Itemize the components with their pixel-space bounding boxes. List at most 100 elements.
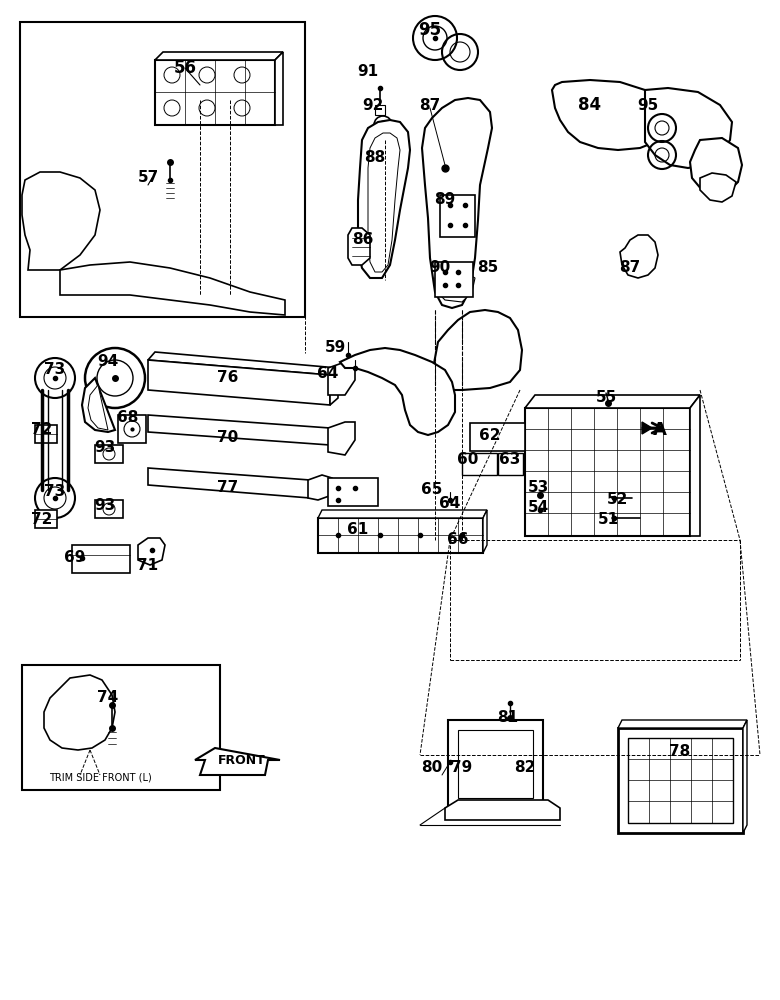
Polygon shape <box>422 98 492 308</box>
Polygon shape <box>368 133 400 272</box>
Text: 73: 73 <box>44 485 66 499</box>
Text: 55: 55 <box>595 390 617 406</box>
Text: 92: 92 <box>363 98 384 112</box>
Polygon shape <box>195 748 280 775</box>
Polygon shape <box>690 395 700 536</box>
Text: 54: 54 <box>527 500 548 516</box>
Polygon shape <box>148 415 330 445</box>
Text: 77: 77 <box>218 481 239 495</box>
Text: 63: 63 <box>499 452 521 468</box>
Bar <box>318 518 483 553</box>
Bar <box>20 22 305 317</box>
Polygon shape <box>358 120 410 278</box>
Polygon shape <box>318 510 487 518</box>
Bar <box>375 105 385 115</box>
Polygon shape <box>483 510 487 553</box>
Text: TRIM SIDE FRONT (L): TRIM SIDE FRONT (L) <box>48 773 151 783</box>
Text: 76: 76 <box>218 370 239 385</box>
Polygon shape <box>328 362 355 395</box>
Text: 66: 66 <box>447 532 469 548</box>
Polygon shape <box>148 360 330 405</box>
Polygon shape <box>82 378 115 432</box>
Text: A: A <box>653 421 667 439</box>
Polygon shape <box>44 675 115 750</box>
Text: 71: 71 <box>137 558 158 572</box>
Polygon shape <box>552 80 668 150</box>
Bar <box>118 415 146 443</box>
Text: 86: 86 <box>353 232 374 247</box>
Polygon shape <box>148 468 310 498</box>
Text: 81: 81 <box>498 710 519 726</box>
Polygon shape <box>642 422 652 434</box>
Bar <box>440 195 475 237</box>
Text: 68: 68 <box>117 410 139 426</box>
Polygon shape <box>525 395 700 408</box>
Polygon shape <box>743 720 747 833</box>
Text: 79: 79 <box>452 760 473 776</box>
Polygon shape <box>618 720 747 728</box>
Text: 64: 64 <box>439 495 461 510</box>
Text: 56: 56 <box>173 59 197 77</box>
Polygon shape <box>620 235 658 278</box>
Text: 73: 73 <box>44 362 66 377</box>
Polygon shape <box>435 270 475 302</box>
Polygon shape <box>275 52 283 125</box>
Text: 52: 52 <box>608 492 629 508</box>
Text: 72: 72 <box>31 422 53 438</box>
Polygon shape <box>348 228 370 265</box>
Text: 85: 85 <box>477 260 498 275</box>
Text: 78: 78 <box>669 744 690 760</box>
Bar <box>35 510 57 528</box>
Text: 80: 80 <box>421 760 442 776</box>
Bar <box>22 665 220 790</box>
Text: 90: 90 <box>429 260 451 275</box>
Text: 61: 61 <box>347 522 369 538</box>
Polygon shape <box>138 538 165 565</box>
Polygon shape <box>60 262 285 315</box>
Bar <box>72 545 130 573</box>
Text: 94: 94 <box>98 355 119 369</box>
Polygon shape <box>330 368 338 405</box>
Bar <box>525 408 690 536</box>
Text: 69: 69 <box>64 550 86 566</box>
Text: 74: 74 <box>98 690 119 706</box>
Bar <box>328 478 378 506</box>
Polygon shape <box>645 88 732 168</box>
Text: 95: 95 <box>637 98 658 112</box>
Bar <box>448 720 543 808</box>
Text: 89: 89 <box>434 192 456 208</box>
Text: FRONT: FRONT <box>218 754 266 766</box>
Polygon shape <box>690 138 742 195</box>
Text: 64: 64 <box>317 365 339 380</box>
Text: 87: 87 <box>420 98 441 112</box>
Bar <box>618 728 743 833</box>
Text: 65: 65 <box>421 483 443 497</box>
Text: 93: 93 <box>94 440 115 456</box>
Text: 53: 53 <box>527 481 548 495</box>
Polygon shape <box>340 348 455 435</box>
Bar <box>35 425 57 443</box>
Text: 51: 51 <box>597 512 619 528</box>
Bar <box>435 262 473 297</box>
Polygon shape <box>88 385 108 430</box>
Text: 87: 87 <box>619 260 640 275</box>
Polygon shape <box>445 800 560 820</box>
Text: 93: 93 <box>94 497 115 512</box>
Bar <box>95 500 123 518</box>
Text: 70: 70 <box>218 430 239 446</box>
Polygon shape <box>308 475 332 500</box>
Text: 88: 88 <box>364 150 385 165</box>
Polygon shape <box>155 52 283 60</box>
Polygon shape <box>700 173 736 202</box>
Text: 91: 91 <box>357 64 378 80</box>
Polygon shape <box>328 422 355 455</box>
Bar <box>498 453 523 475</box>
Bar <box>628 738 733 823</box>
Bar <box>155 60 275 125</box>
Text: 95: 95 <box>418 21 441 39</box>
Polygon shape <box>148 352 338 375</box>
Text: 60: 60 <box>457 452 479 468</box>
Bar <box>470 423 525 451</box>
Bar <box>458 730 533 798</box>
Polygon shape <box>22 172 100 270</box>
